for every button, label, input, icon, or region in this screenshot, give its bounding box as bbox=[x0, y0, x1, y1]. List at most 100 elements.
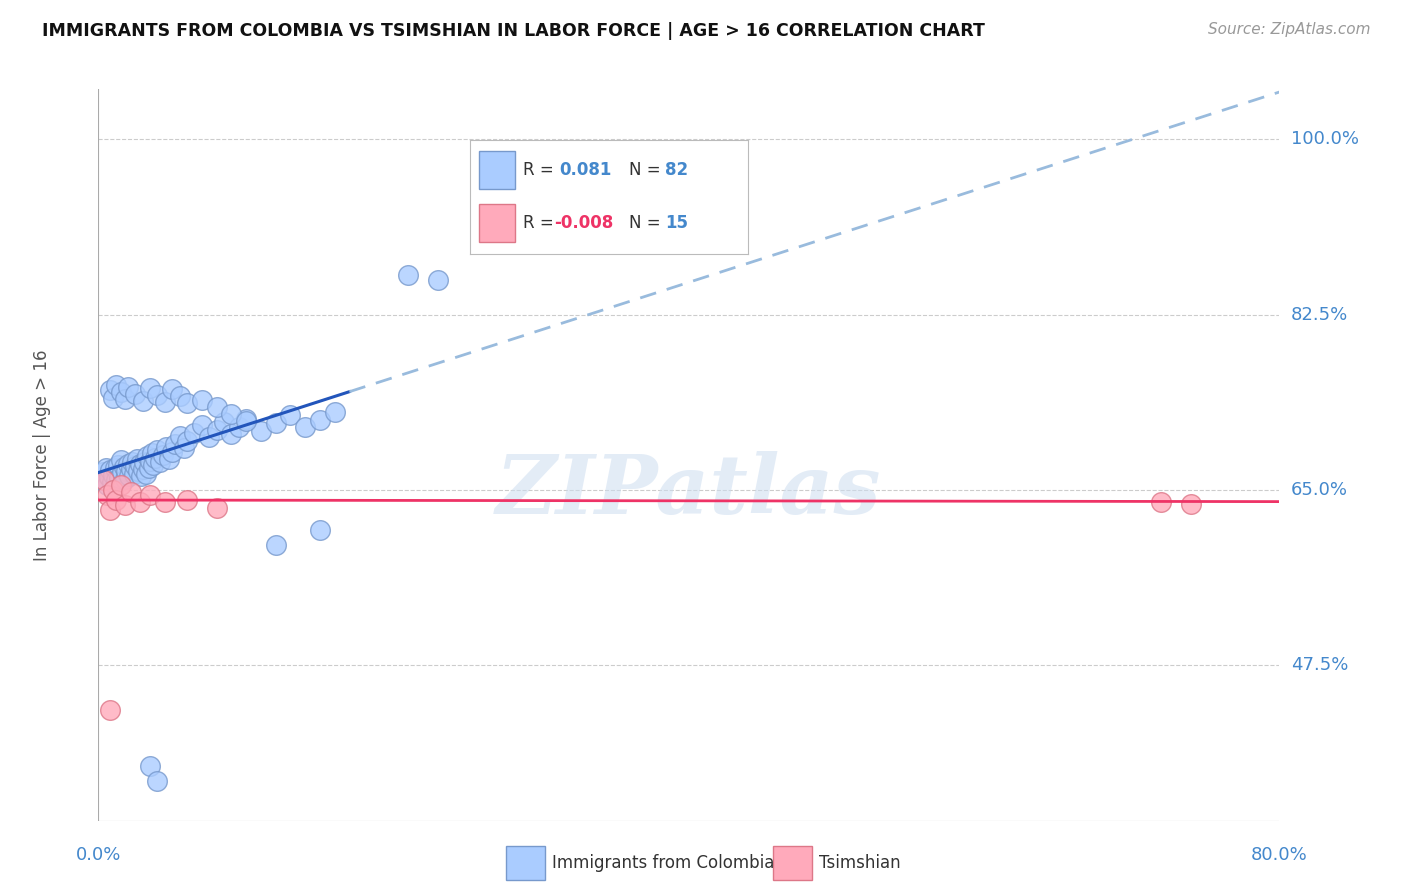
Bar bbox=[773, 846, 813, 880]
Text: 82: 82 bbox=[665, 161, 688, 179]
Point bbox=[110, 453, 132, 467]
Point bbox=[155, 440, 177, 454]
Point bbox=[103, 483, 125, 497]
Point bbox=[124, 386, 146, 401]
Point bbox=[107, 458, 129, 472]
Point bbox=[127, 464, 149, 478]
Point bbox=[105, 377, 128, 392]
Point bbox=[110, 478, 132, 492]
Point bbox=[114, 392, 136, 406]
Point bbox=[139, 488, 162, 502]
Text: 47.5%: 47.5% bbox=[1291, 657, 1348, 674]
Point bbox=[103, 467, 125, 482]
Point bbox=[100, 475, 122, 489]
Point bbox=[173, 441, 195, 455]
Point bbox=[169, 429, 191, 443]
Point bbox=[122, 467, 145, 481]
Point bbox=[129, 469, 152, 483]
Text: Tsimshian: Tsimshian bbox=[818, 854, 901, 872]
Point bbox=[183, 425, 205, 440]
Point bbox=[98, 463, 121, 477]
Point bbox=[228, 420, 250, 434]
Point bbox=[278, 408, 302, 422]
Text: 0.0%: 0.0% bbox=[76, 846, 121, 863]
Point bbox=[98, 703, 121, 717]
Point bbox=[103, 391, 125, 405]
Point bbox=[149, 455, 172, 469]
Point bbox=[169, 389, 191, 403]
Text: 0.081: 0.081 bbox=[560, 161, 612, 179]
Point bbox=[120, 485, 142, 500]
Point bbox=[91, 465, 114, 479]
Point bbox=[114, 498, 136, 512]
Point bbox=[139, 758, 162, 772]
Text: 80.0%: 80.0% bbox=[1251, 846, 1308, 863]
Point bbox=[105, 473, 128, 487]
Text: R =: R = bbox=[523, 161, 554, 179]
Point bbox=[396, 268, 419, 282]
Point bbox=[153, 495, 176, 509]
Text: Immigrants from Colombia: Immigrants from Colombia bbox=[551, 854, 775, 872]
Point bbox=[135, 467, 157, 481]
Point bbox=[98, 383, 121, 397]
Point bbox=[115, 464, 138, 478]
Point bbox=[191, 417, 214, 432]
Point bbox=[143, 450, 166, 465]
Point bbox=[121, 455, 143, 469]
Point bbox=[142, 458, 165, 472]
Point bbox=[128, 495, 150, 509]
Point bbox=[134, 455, 156, 469]
Point bbox=[323, 405, 346, 419]
Text: IMMIGRANTS FROM COLOMBIA VS TSIMSHIAN IN LABOR FORCE | AGE > 16 CORRELATION CHAR: IMMIGRANTS FROM COLOMBIA VS TSIMSHIAN IN… bbox=[42, 22, 986, 40]
Point bbox=[93, 473, 115, 487]
Point bbox=[250, 424, 273, 438]
Point bbox=[309, 523, 332, 537]
Point bbox=[162, 382, 183, 396]
Point bbox=[294, 420, 316, 434]
Text: N =: N = bbox=[628, 214, 661, 232]
Point bbox=[132, 462, 155, 476]
Point bbox=[176, 434, 198, 448]
Point bbox=[176, 493, 198, 508]
Point bbox=[205, 423, 228, 437]
Point bbox=[153, 394, 176, 409]
Text: Source: ZipAtlas.com: Source: ZipAtlas.com bbox=[1208, 22, 1371, 37]
Point bbox=[97, 470, 120, 484]
Point bbox=[93, 473, 115, 487]
Point bbox=[1150, 495, 1173, 509]
Point bbox=[219, 426, 242, 441]
Point bbox=[146, 388, 169, 402]
Point bbox=[96, 488, 118, 502]
Point bbox=[212, 415, 235, 429]
Point bbox=[264, 416, 287, 430]
Bar bbox=[479, 204, 515, 243]
Point bbox=[104, 461, 127, 475]
Point bbox=[98, 503, 121, 517]
Point bbox=[1180, 497, 1202, 511]
Text: -0.008: -0.008 bbox=[554, 214, 613, 232]
Point bbox=[198, 430, 221, 444]
Point bbox=[124, 458, 146, 473]
Point bbox=[138, 461, 160, 475]
Point bbox=[205, 501, 228, 516]
Point bbox=[120, 462, 142, 476]
Point bbox=[157, 451, 180, 466]
Point bbox=[111, 465, 134, 479]
Point bbox=[128, 457, 150, 471]
Point bbox=[117, 380, 139, 394]
Point bbox=[152, 448, 174, 462]
Point bbox=[117, 457, 139, 471]
Text: 82.5%: 82.5% bbox=[1291, 306, 1348, 324]
Point bbox=[118, 469, 141, 483]
Point bbox=[162, 445, 183, 459]
Point bbox=[139, 454, 162, 468]
Text: 100.0%: 100.0% bbox=[1291, 130, 1358, 148]
Point bbox=[176, 396, 198, 410]
Point bbox=[105, 493, 128, 508]
Point bbox=[110, 384, 132, 399]
Point bbox=[191, 392, 214, 407]
Point bbox=[165, 437, 187, 451]
Point bbox=[112, 459, 135, 474]
Point bbox=[235, 414, 257, 428]
Point bbox=[94, 461, 117, 475]
